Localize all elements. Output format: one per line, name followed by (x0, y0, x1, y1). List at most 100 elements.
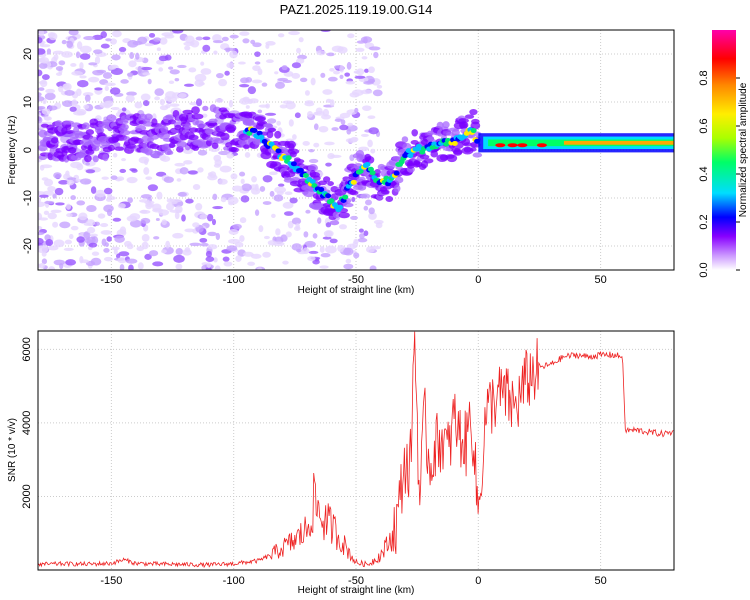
spectrogram-noise-blob (277, 183, 285, 187)
spectrogram-noise-blob (199, 237, 208, 243)
spectrogram-ridge-blob (374, 169, 381, 175)
spectrogram-noise-blob (254, 61, 261, 65)
snr-series-area (38, 331, 674, 569)
spectrogram-noise-blob (161, 32, 174, 37)
spectrogram-ridge-blob (84, 154, 92, 163)
spectrogram-noise-blob (144, 253, 152, 260)
spectrogram-ridge-blob (158, 131, 170, 140)
spectrogram-noise-blob (129, 52, 135, 59)
spectrogram-noise-blob (197, 167, 204, 173)
spectrogram-ridge-core (451, 141, 458, 147)
spectrogram-noise-blob (239, 171, 246, 177)
spectrogram-noise-blob (244, 152, 251, 158)
spectrogram-ridge-blob (322, 176, 331, 183)
spectrogram-noise-blob (258, 225, 264, 233)
spectrogram-noise-blob (38, 197, 41, 203)
spectrogram-noise-blob (184, 45, 191, 51)
spectrogram-ridge-blob (266, 123, 274, 129)
spectrogram-noise-blob (176, 178, 182, 182)
spectrogram-noise-blob (159, 98, 165, 106)
spectrogram-noise-blob (126, 176, 138, 184)
spectrogram-noise-blob (52, 221, 59, 228)
colorbar-tick-label: 0.4 (698, 166, 710, 181)
spectrogram-noise-blob (368, 207, 375, 215)
spectrogram-noise-blob (228, 99, 234, 108)
spectrogram-noise-blob (68, 234, 74, 240)
spectrogram-noise-blob (345, 258, 352, 264)
spectrogram-noise-blob (245, 105, 250, 109)
spectrogram-noise-blob (61, 39, 67, 45)
spectrogram-noise-blob (269, 171, 278, 176)
spectrogram-noise-blob (61, 51, 73, 58)
spectrogram-noise-blob (214, 265, 221, 270)
spectrogram-noise-blob (88, 62, 98, 66)
spectrogram-noise-blob (195, 98, 203, 107)
snr-background (38, 331, 674, 570)
spectrogram-noise-blob (66, 40, 74, 49)
spectrogram-noise-blob (320, 72, 326, 78)
spectrogram-ridge-core (337, 204, 344, 210)
spectrogram-noise-blob (284, 191, 293, 196)
spectrogram-noise-blob (361, 56, 368, 60)
colorbar-tick-label: 0.0 (698, 262, 710, 277)
spectrogram-ridge-blob (329, 220, 340, 226)
spectrogram-ridge-blob (188, 134, 199, 141)
spectrogram-noise-blob (44, 200, 55, 205)
spectrogram-noise-blob (239, 217, 247, 224)
spectrogram-noise-blob (228, 201, 235, 206)
spectrogram-ridge-blob (202, 105, 209, 112)
spectrogram-noise-blob (355, 47, 365, 52)
spectrogram-noise-blob (143, 100, 150, 107)
spectrogram-noise-blob (334, 118, 343, 122)
spectrogram-noise-blob (105, 38, 112, 42)
spectrogram-noise-blob (79, 256, 84, 264)
spectrogram-noise-blob (121, 107, 127, 112)
spectrogram-noise-blob (83, 104, 90, 110)
spectrogram-noise-blob (218, 150, 231, 156)
spectrogram-noise-blob (112, 217, 122, 222)
spectrogram-noise-blob (325, 162, 332, 167)
spectrogram-noise-blob (322, 89, 333, 95)
spectrogram-noise-blob (68, 30, 79, 36)
spectrogram-noise-blob (226, 152, 234, 159)
spectrogram-noise-blob (287, 220, 294, 229)
spectrogram-ridge-blob (266, 130, 274, 139)
spectrogram-noise-blob (358, 228, 364, 233)
spectrogram-noise-blob (218, 78, 228, 87)
spectrogram-noise-blob (228, 228, 239, 235)
spectrogram-noise-blob (129, 219, 142, 228)
spectrogram-noise-blob (347, 122, 354, 127)
spectrogram-noise-blob (368, 46, 381, 51)
spectrogram-noise-blob (144, 43, 154, 47)
snr-series-line (38, 331, 674, 569)
colorbar-tick-label: 0.6 (698, 118, 710, 133)
spectrogram-noise-blob (195, 36, 203, 41)
spectrogram-noise-blob (38, 87, 45, 91)
spectrogram-noise-blob (257, 109, 263, 114)
spectrogram-noise-blob (125, 94, 135, 103)
spectrogram-noise-blob (276, 120, 281, 126)
spectrogram-noise-blob (271, 213, 276, 218)
spectrogram-noise-blob (375, 222, 383, 229)
spectrogram-noise-blob (142, 72, 151, 76)
spectrogram-noise-blob (267, 240, 277, 246)
spectrogram-noise-blob (161, 219, 167, 226)
spectrogram-noise-blob (118, 251, 130, 257)
spectrogram-ridge-core (258, 134, 265, 140)
spectrogram-noise-blob (93, 49, 103, 54)
spectrogram-noise-blob (235, 255, 242, 262)
spectrogram-noise-blob (50, 209, 62, 214)
spectrogram-noise-blob (173, 254, 185, 263)
spectrogram-noise-blob (364, 199, 372, 206)
spectrogram-noise-blob (116, 176, 125, 181)
spectrogram-noise-blob (200, 61, 205, 66)
spectrogram-noise-blob (127, 40, 139, 48)
spectrogram-noise-blob (38, 62, 48, 69)
spectrogram-noise-blob (241, 183, 252, 192)
spectrogram-noise-blob (265, 43, 270, 49)
spectrogram-noise-blob (126, 91, 137, 96)
spectrogram-noise-blob (298, 37, 304, 43)
spectrogram-noise-blob (325, 222, 332, 228)
spectrogram-noise-blob (370, 148, 376, 154)
spectrogram-noise-blob (38, 48, 46, 55)
